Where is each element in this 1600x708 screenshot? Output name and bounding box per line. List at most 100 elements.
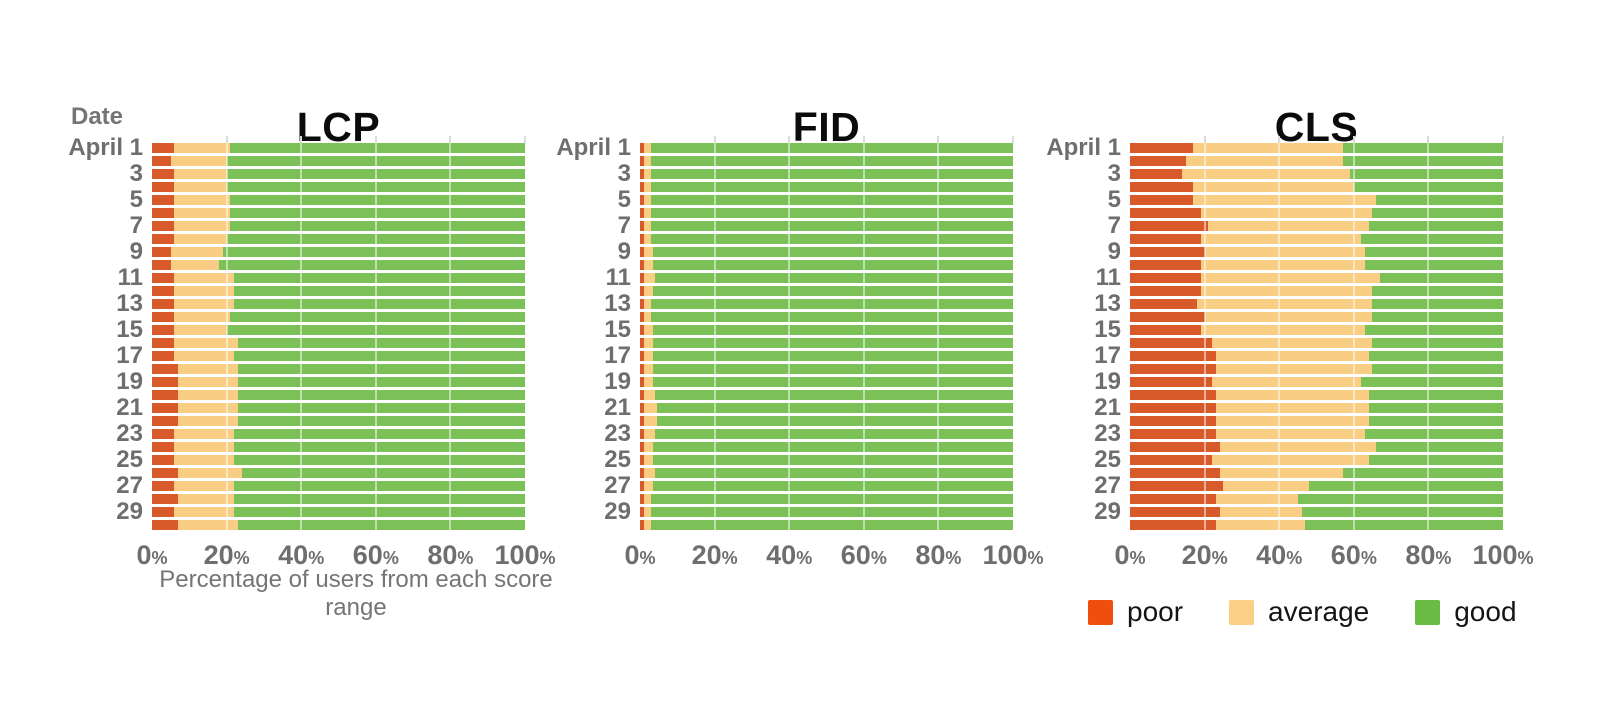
y-tick-label: 7	[617, 212, 631, 239]
y-tick-label: 15	[116, 316, 143, 343]
segment-good	[234, 286, 525, 296]
segment-good	[1364, 247, 1503, 257]
segment-poor	[152, 195, 175, 205]
segment-poor	[1130, 481, 1224, 491]
segment-good	[234, 455, 525, 465]
segment-poor	[152, 208, 175, 218]
bar-row	[1130, 468, 1503, 478]
segment-good	[1368, 351, 1503, 361]
segment-good	[230, 221, 525, 231]
segment-average	[643, 156, 652, 166]
bar-row	[640, 364, 1013, 374]
segment-poor	[640, 507, 644, 517]
bar-row	[640, 208, 1013, 218]
segment-good	[651, 494, 1013, 504]
segment-average	[1215, 429, 1365, 439]
segment-good	[219, 260, 525, 270]
segment-average	[643, 494, 652, 504]
segment-good	[651, 234, 1013, 244]
segment-good	[1372, 312, 1503, 322]
bar-row	[152, 416, 525, 426]
segment-average	[170, 156, 227, 166]
y-tick-label: 15	[604, 316, 631, 343]
bar-row	[152, 208, 525, 218]
segment-average	[1215, 403, 1369, 413]
segment-poor	[640, 390, 644, 400]
bar-row	[1130, 429, 1503, 439]
segment-good	[222, 247, 525, 257]
bar-row	[152, 468, 525, 478]
segment-poor	[640, 468, 644, 478]
segment-average	[643, 442, 654, 452]
segment-average	[174, 455, 235, 465]
segment-good	[653, 351, 1013, 361]
segment-good	[1342, 468, 1503, 478]
segment-good	[1301, 507, 1503, 517]
bar-row	[640, 234, 1013, 244]
segment-average	[1215, 416, 1369, 426]
segment-poor	[152, 390, 179, 400]
x-axis-title: Percentage of users from each score rang…	[159, 566, 553, 621]
y-tick-label: 3	[617, 160, 631, 187]
x-tick-label: 0%	[1114, 540, 1146, 570]
segment-poor	[640, 338, 644, 348]
bar-row	[1130, 416, 1503, 426]
segment-good	[651, 507, 1013, 517]
segment-good	[234, 273, 525, 283]
y-tick-label: 13	[116, 290, 143, 317]
segment-average	[1200, 260, 1365, 270]
segment-average	[643, 338, 654, 348]
segment-poor	[152, 260, 171, 270]
gridline	[1278, 136, 1281, 143]
y-tick-label: 3	[129, 160, 143, 187]
segment-good	[234, 481, 525, 491]
segment-poor	[640, 364, 644, 374]
segment-good	[654, 390, 1013, 400]
bar-row	[640, 520, 1013, 530]
segment-good	[1305, 520, 1503, 530]
segment-good	[1342, 156, 1503, 166]
segment-average	[1200, 325, 1365, 335]
segment-good	[237, 377, 525, 387]
segment-average	[643, 312, 652, 322]
segment-good	[1364, 260, 1503, 270]
segment-good	[1342, 143, 1503, 153]
segment-poor	[152, 182, 175, 192]
segment-good	[1372, 208, 1503, 218]
segment-good	[1368, 390, 1503, 400]
y-tick-label: 17	[116, 342, 143, 369]
segment-average	[643, 221, 652, 231]
segment-poor	[152, 494, 179, 504]
bar-row	[1130, 247, 1503, 257]
segment-good	[234, 429, 525, 439]
segment-poor	[640, 156, 644, 166]
segment-good	[230, 208, 525, 218]
segment-good	[651, 208, 1013, 218]
segment-average	[1212, 377, 1362, 387]
bar-row	[1130, 143, 1503, 153]
gridline	[1203, 136, 1206, 143]
segment-poor	[1130, 156, 1186, 166]
bar-row	[640, 299, 1013, 309]
bar-row	[640, 312, 1013, 322]
gridline	[788, 143, 791, 530]
bar-row	[1130, 325, 1503, 335]
segment-poor	[640, 520, 644, 530]
segment-average	[643, 429, 655, 439]
segment-poor	[640, 234, 644, 244]
chart-title-fid: FID	[792, 104, 861, 151]
gridline	[300, 136, 303, 143]
legend: poor average good	[1088, 597, 1517, 627]
segment-average	[1212, 338, 1373, 348]
bar-row	[152, 481, 525, 491]
bar-row	[152, 390, 525, 400]
segment-average	[174, 325, 227, 335]
bar-row	[640, 494, 1013, 504]
bar-row	[1130, 351, 1503, 361]
gridline	[937, 136, 940, 143]
bar-row	[152, 260, 525, 270]
segment-poor	[152, 455, 175, 465]
segment-good	[651, 221, 1013, 231]
y-tick-label: 11	[117, 264, 143, 291]
gridline	[374, 136, 377, 143]
